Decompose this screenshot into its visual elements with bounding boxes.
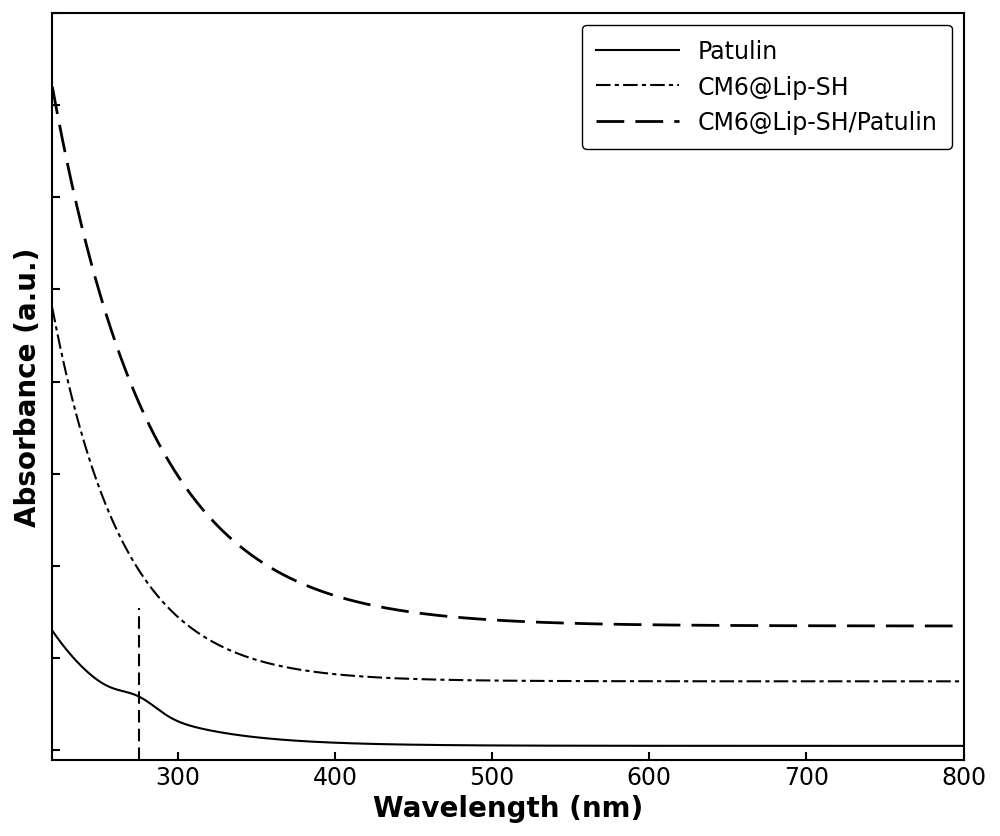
CM6@Lip-SH [150,589,162,599]
Patulin [396,740,408,750]
Legend: Patulin, CM6@Lip-SH, CM6@Lip-SH/Patulin: Patulin, CM6@Lip-SH, CM6@Lip-SH/Patulin [582,26,952,150]
CM6@Lip-SH/Patulin [841,621,853,631]
CM6@Lip-SH/Patulin [958,621,970,631]
Patulin [150,703,162,713]
CM6@Lip-SH/Patulin [150,434,162,444]
CM6@Lip-SH [958,676,970,686]
Patulin [940,741,952,751]
CM6@Lip-SH/Patulin [435,611,447,621]
CM6@Lip-SH/Patulin [204,513,216,523]
Patulin [46,626,58,636]
CM6@Lip-SH/Patulin [940,621,952,631]
CM6@Lip-SH/Patulin [46,83,58,93]
Patulin [958,741,970,751]
CM6@Lip-SH [435,675,447,685]
CM6@Lip-SH/Patulin [396,606,408,616]
Patulin [204,726,216,736]
CM6@Lip-SH [940,676,952,686]
Line: CM6@Lip-SH: CM6@Lip-SH [52,308,964,681]
Y-axis label: Absorbance (a.u.): Absorbance (a.u.) [14,247,42,527]
CM6@Lip-SH [396,674,408,684]
CM6@Lip-SH [46,303,58,314]
Line: Patulin: Patulin [52,631,964,746]
CM6@Lip-SH [204,635,216,645]
Line: CM6@Lip-SH/Patulin: CM6@Lip-SH/Patulin [52,88,964,626]
CM6@Lip-SH [841,676,853,686]
X-axis label: Wavelength (nm): Wavelength (nm) [373,794,643,822]
Patulin [841,741,853,751]
Patulin [435,740,447,750]
